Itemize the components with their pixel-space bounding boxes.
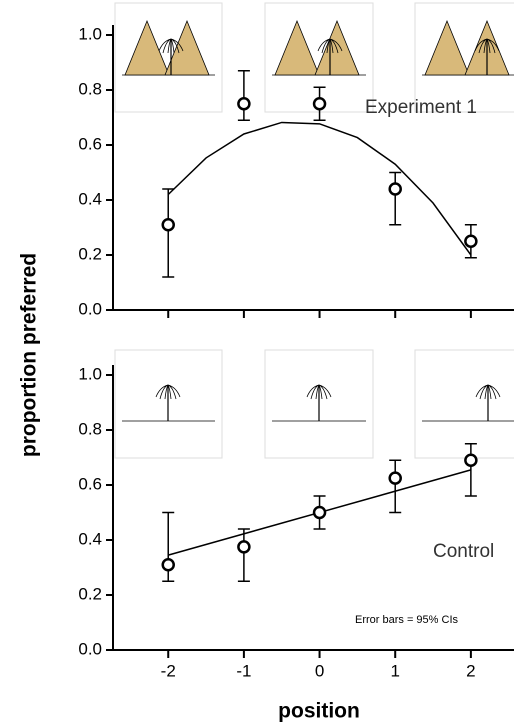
error-bar (464, 443, 477, 497)
error-bar (162, 188, 175, 278)
y-tick-label: 0.6 (78, 134, 102, 153)
x-tick-label: 0 (315, 661, 324, 680)
annotation: Experiment 1 (365, 97, 477, 118)
error-bar (237, 528, 250, 582)
data-point (161, 218, 175, 232)
x-tick-label: -2 (161, 661, 176, 680)
y-tick-label: 0.8 (78, 419, 102, 438)
y-tick-label: 0.4 (78, 529, 102, 548)
data-point (464, 453, 478, 467)
data-point (161, 558, 175, 572)
y-tick-label: 0.0 (78, 299, 102, 318)
data-point (237, 97, 251, 111)
x-axis-label: position (278, 700, 360, 723)
y-axis-label: proportion preferred (18, 253, 41, 457)
data-point (312, 97, 327, 111)
y-tick-label: 0.6 (78, 474, 102, 493)
fit-line (167, 121, 472, 256)
y-tick-label: 0.8 (78, 79, 102, 98)
data-point (388, 471, 402, 485)
x-tick-label: 2 (466, 661, 475, 680)
data-point (464, 234, 478, 248)
data-point (237, 540, 251, 554)
error-bar (389, 171, 402, 226)
data-point (388, 182, 402, 196)
inset-images (114, 2, 514, 459)
x-tick-label: 1 (390, 661, 399, 680)
y-tick-label: 0.2 (78, 244, 102, 263)
error-bar (389, 459, 402, 514)
data-point (312, 505, 327, 520)
error-bar (237, 70, 250, 121)
y-tick-label: 0.2 (78, 584, 102, 603)
y-tick-label: 0.0 (78, 639, 102, 658)
x-tick-label: -1 (236, 661, 251, 680)
y-tick-label: 1.0 (78, 364, 102, 383)
y-tick-label: 1.0 (78, 24, 102, 43)
note: Error bars = 95% CIs (355, 614, 459, 626)
y-tick-label: 0.4 (78, 189, 102, 208)
annotation: Control (433, 541, 494, 562)
